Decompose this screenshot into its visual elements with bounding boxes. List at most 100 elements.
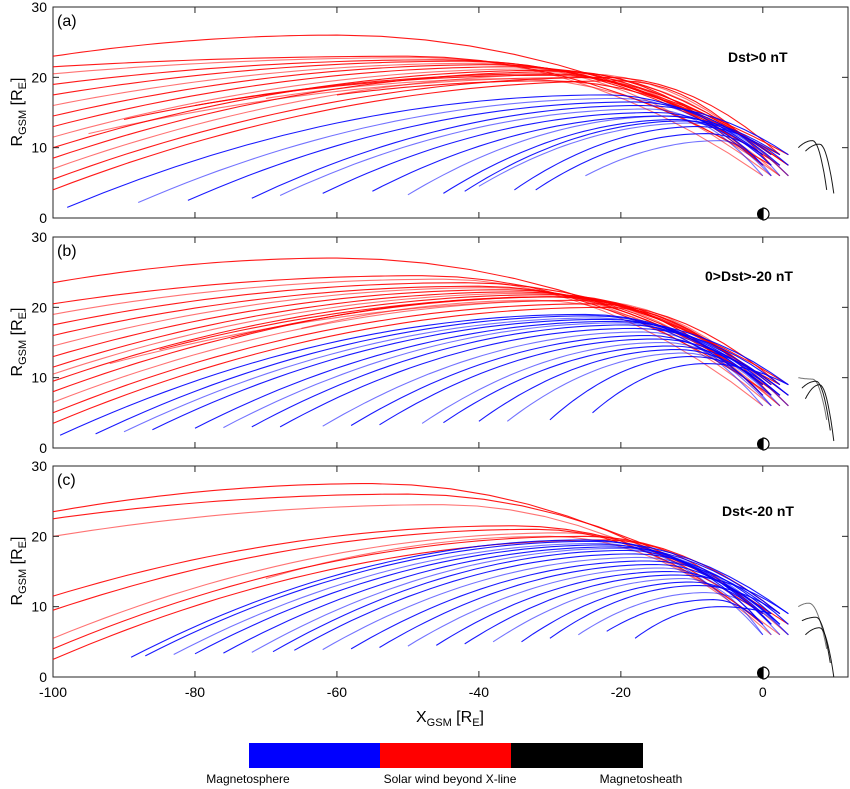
- x-tick-label: 0: [759, 684, 767, 700]
- x-tick-label: -60: [327, 684, 347, 700]
- field-line-magnetosphere: [223, 322, 764, 429]
- y-tick-label: 0: [39, 669, 47, 685]
- field-line-magnetosphere: [251, 104, 789, 199]
- field-line-solar-wind-beyond-x-line: [52, 80, 772, 191]
- panel-a-curves: [52, 7, 835, 218]
- earth-icon: [757, 437, 770, 451]
- panel-c-label: (c): [57, 472, 76, 489]
- field-line-magnetosphere: [443, 345, 789, 424]
- y-tick-label: 30: [31, 0, 47, 15]
- field-line-magnetosheath: [805, 143, 835, 194]
- panel-b-y-ticks: 0 10 20 30: [31, 229, 848, 456]
- field-line-solar-wind-beyond-x-line: [52, 539, 772, 660]
- field-line-solar-wind-beyond-x-line: [52, 483, 764, 615]
- field-line-magnetosphere: [322, 331, 789, 427]
- field-line-solar-wind-beyond-x-line: [52, 504, 781, 636]
- panel-b-y-axis-label: RGSM [RE]: [9, 308, 29, 377]
- field-line-magnetosphere: [478, 348, 764, 422]
- y-tick-label: 20: [31, 69, 47, 85]
- colorbar-label-solar-wind: Solar wind beyond X-line: [384, 772, 517, 786]
- field-line-magnetosphere: [59, 313, 789, 436]
- x-axis-label: XGSM [RE]: [416, 709, 484, 729]
- colorbar-label-magnetosphere: Magnetosphere: [206, 772, 290, 786]
- field-line-magnetosphere: [130, 539, 781, 658]
- panel-b-annotation: 0>Dst>-20 nT: [705, 268, 793, 284]
- x-tick-label: -40: [469, 684, 489, 700]
- panel-b-frame: [52, 236, 849, 449]
- field-line-solar-wind-beyond-x-line: [52, 257, 781, 386]
- field-line-magnetosphere: [223, 546, 781, 654]
- y-tick-label: 30: [31, 458, 47, 474]
- field-line-magnetosheath: [798, 602, 828, 650]
- field-line-solar-wind-beyond-x-line: [52, 532, 789, 639]
- field-line-magnetosheath: [804, 384, 835, 442]
- panel-c-y-ticks: 0 10 20 30: [31, 458, 848, 685]
- field-line-magnetosphere: [549, 356, 781, 421]
- field-line-magnetosphere: [279, 327, 781, 428]
- panel-a-label: (a): [57, 13, 77, 30]
- field-line-solar-wind-beyond-x-line: [194, 74, 772, 156]
- earth-icon: [757, 666, 770, 680]
- colorbar-label-magnetosheath: Magnetosheath: [600, 772, 683, 786]
- y-tick-label: 30: [31, 229, 47, 245]
- panel-c-y-axis-label: RGSM [RE]: [9, 537, 29, 606]
- field-line-solar-wind-beyond-x-line: [52, 55, 772, 166]
- field-line-solar-wind-beyond-x-line: [52, 34, 781, 156]
- panel-a-y-ticks: 0 10 20 30: [31, 0, 848, 226]
- field-line-magnetosphere: [407, 115, 789, 196]
- field-line-magnetosphere: [350, 560, 789, 650]
- colorbar-legend: Magnetosphere Solar wind beyond X-line M…: [206, 743, 682, 786]
- panel-a: 0 10 20 30 (a) Dst>0 nT RGSM [RE]: [9, 0, 849, 226]
- colorbar-segment-magnetosphere: [249, 743, 380, 768]
- field-line-solar-wind-beyond-x-line: [52, 287, 772, 407]
- field-line-solar-wind-beyond-x-line: [52, 76, 781, 180]
- field-line-solar-wind-beyond-x-line: [52, 69, 772, 156]
- field-line-magnetosphere: [577, 592, 789, 636]
- panel-c-frame: [52, 465, 849, 678]
- panel-c-x-ticks: -100 -80 -60 -40 -20 0: [39, 466, 767, 700]
- field-line-solar-wind-beyond-x-line: [52, 493, 789, 625]
- field-line-magnetosphere: [585, 140, 772, 177]
- field-line-solar-wind-beyond-x-line: [230, 296, 772, 386]
- field-line-solar-wind-beyond-x-line: [52, 275, 772, 396]
- field-line-solar-wind-beyond-x-line: [301, 299, 781, 407]
- field-line-magnetosphere: [464, 574, 789, 645]
- panel-b: 0 10 20 30 (b) 0>Dst>-20 nT RGSM [RE]: [9, 229, 849, 456]
- field-line-magnetosphere: [634, 606, 772, 639]
- panel-a-frame: [52, 6, 849, 219]
- panel-c: 0 10 20 30 -100 -80 -60 -40 -20 0 (c) Dst<-20 nT…: [9, 458, 849, 729]
- field-line-magnetosheath: [801, 616, 831, 663]
- field-line-solar-wind-beyond-x-line: [109, 299, 789, 407]
- y-tick-label: 10: [31, 370, 47, 386]
- field-line-solar-wind-beyond-x-line: [265, 78, 781, 177]
- panel-b-curves: [52, 237, 835, 448]
- panel-c-annotation: Dst<-20 nT: [722, 503, 794, 519]
- field-line-magnetosphere: [606, 599, 764, 632]
- x-tick-label: -20: [611, 684, 631, 700]
- panel-b-label: (b): [57, 243, 77, 260]
- y-tick-label: 0: [39, 440, 47, 456]
- field-line-magnetosheath: [798, 377, 828, 420]
- field-line-solar-wind-beyond-x-line: [88, 76, 789, 177]
- panel-a-y-axis-label: RGSM [RE]: [9, 78, 29, 147]
- colorbar-segment-solar-wind: [380, 743, 511, 768]
- field-line-solar-wind-beyond-x-line: [52, 294, 772, 386]
- field-line-magnetosphere: [464, 120, 772, 192]
- field-line-solar-wind-beyond-x-line: [52, 278, 764, 407]
- field-line-magnetosphere: [379, 338, 772, 426]
- field-line-solar-wind-beyond-x-line: [52, 68, 781, 177]
- field-line-magnetosheath: [797, 140, 828, 190]
- x-tick-label: -80: [185, 684, 205, 700]
- field-line-magnetosphere: [152, 318, 781, 431]
- panel-a-annotation: Dst>0 nT: [728, 49, 788, 65]
- field-line-solar-wind-beyond-x-line: [52, 525, 772, 615]
- field-line-solar-wind-beyond-x-line: [52, 528, 764, 625]
- field-line-magnetosphere: [194, 320, 789, 429]
- earth-icon: [757, 207, 770, 221]
- field-line-solar-wind-beyond-x-line: [52, 535, 781, 650]
- y-tick-label: 10: [31, 599, 47, 615]
- field-line-magnetosheath: [805, 627, 835, 678]
- field-line-magnetosphere: [535, 133, 764, 191]
- field-line-magnetosphere: [66, 94, 764, 208]
